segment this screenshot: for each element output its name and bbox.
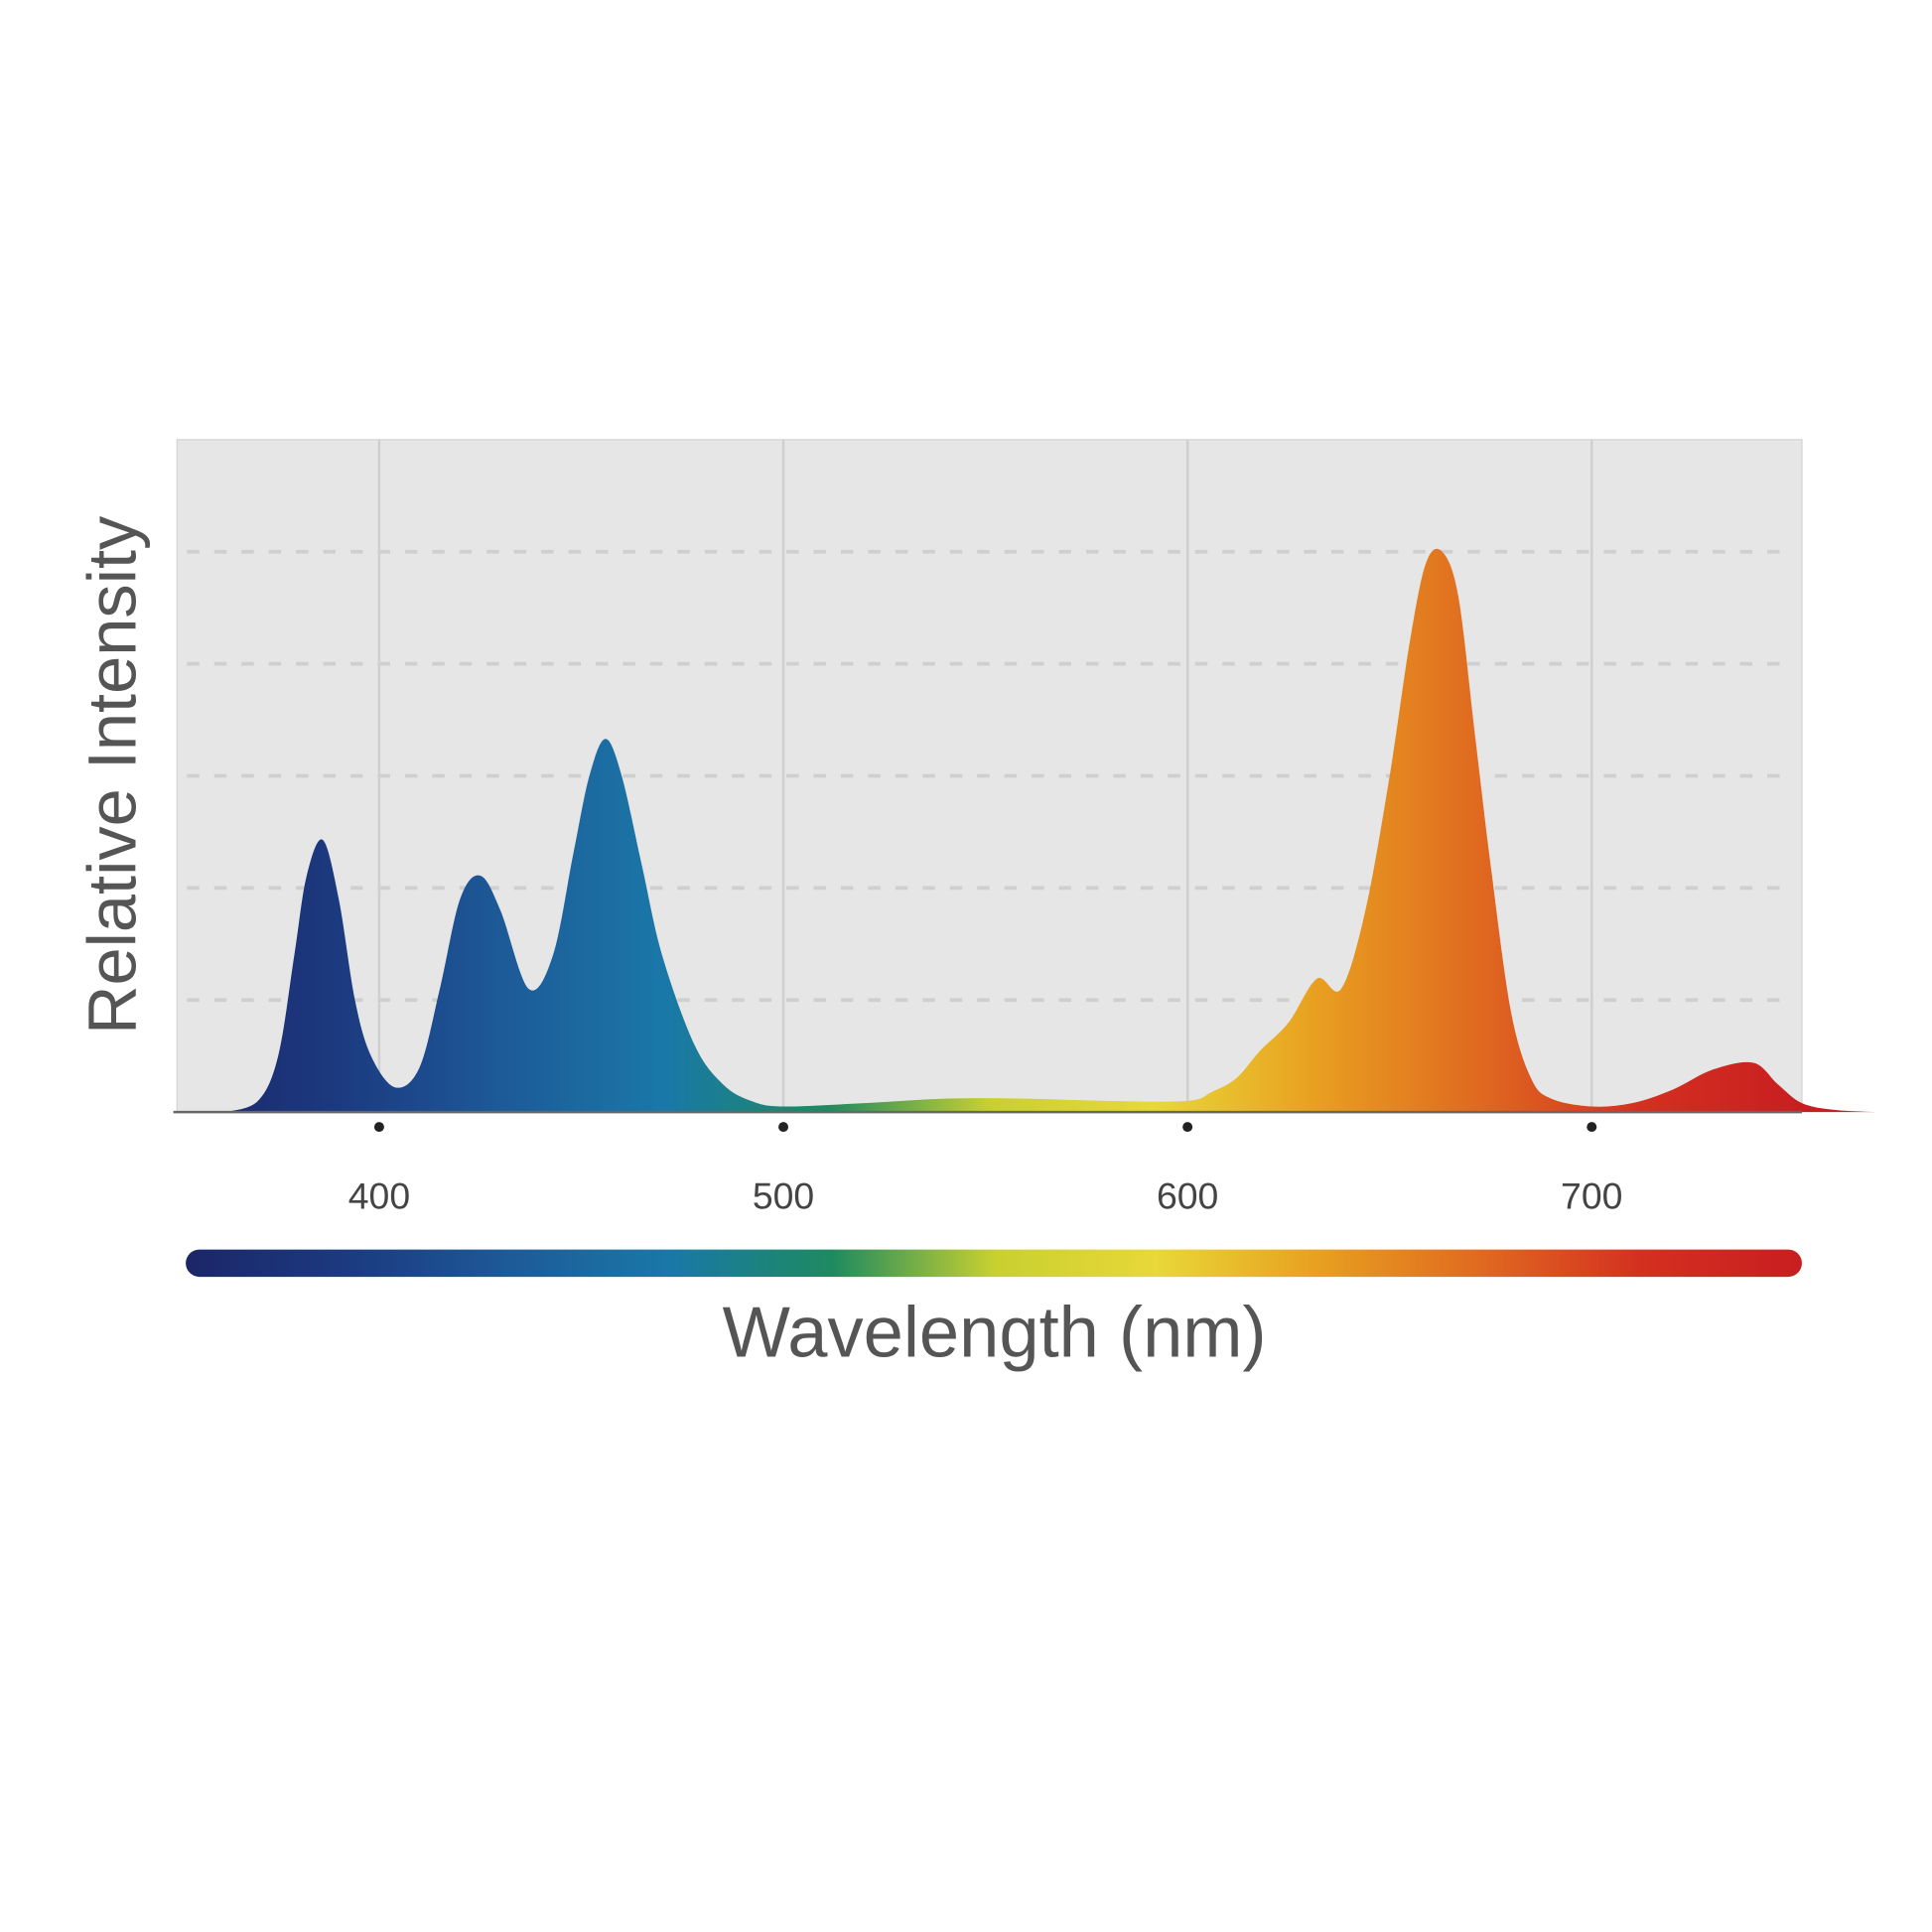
chart-body: Relative Intensity Wavelength (nm) 400 50… [74,439,1875,1372]
x-tick-label: 400 [348,1174,410,1216]
tick-mark [778,1122,789,1133]
tick-mark [1182,1122,1193,1133]
tick-mark [373,1122,384,1133]
x-axis-label: Wavelength (nm) [723,1293,1267,1372]
tick-mark [1587,1122,1597,1133]
x-tick-label: 600 [1157,1174,1218,1216]
x-tick-label: 700 [1561,1174,1622,1216]
y-axis-label: Relative Intensity [74,515,151,1035]
spectrum-bar [186,1249,1802,1278]
spectrum-area [225,548,1875,1113]
x-tick-label: 500 [753,1174,814,1216]
